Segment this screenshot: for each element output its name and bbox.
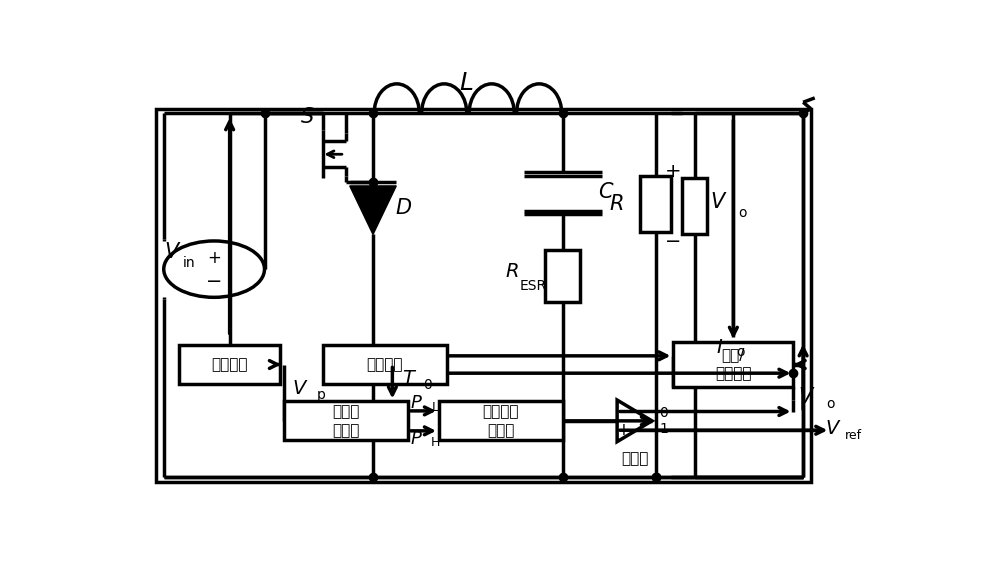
Text: 预测模块: 预测模块	[366, 357, 403, 372]
Text: T: T	[402, 369, 414, 388]
Bar	[545, 249, 580, 302]
Text: V: V	[293, 379, 306, 398]
Text: V: V	[164, 242, 179, 262]
Bar	[323, 345, 447, 384]
Text: P: P	[410, 394, 421, 412]
Text: in: in	[183, 256, 196, 270]
Text: +: +	[207, 249, 221, 267]
Text: I: I	[717, 338, 723, 357]
Bar	[439, 401, 563, 440]
Text: 比较器: 比较器	[621, 452, 648, 467]
Text: −: −	[206, 272, 222, 291]
Text: −: −	[665, 233, 681, 251]
Bar	[682, 178, 707, 234]
Text: 调制器: 调制器	[332, 423, 360, 438]
Text: 0: 0	[423, 378, 432, 392]
Polygon shape	[617, 400, 652, 442]
Text: +: +	[665, 162, 681, 181]
Text: D: D	[396, 198, 412, 218]
Text: 占空比: 占空比	[332, 404, 360, 419]
Text: 产生器: 产生器	[487, 423, 515, 438]
Text: C: C	[598, 181, 613, 202]
Bar	[284, 401, 408, 440]
Text: V: V	[711, 192, 725, 212]
Text: S: S	[300, 108, 314, 127]
Text: o: o	[826, 396, 835, 410]
Bar	[640, 176, 671, 233]
Bar	[179, 345, 280, 384]
Text: o: o	[736, 345, 745, 359]
Text: 驱动电路: 驱动电路	[211, 357, 248, 372]
Text: H: H	[430, 436, 440, 449]
Text: L: L	[432, 401, 438, 414]
Text: 采样/: 采样/	[722, 347, 745, 363]
Text: R: R	[506, 262, 519, 281]
Text: L: L	[459, 71, 473, 95]
Text: 1: 1	[659, 422, 668, 436]
Text: o: o	[738, 206, 747, 220]
Text: R: R	[610, 194, 624, 214]
Text: −: −	[616, 403, 631, 421]
Text: 保持电路: 保持电路	[715, 367, 752, 382]
Text: P: P	[410, 430, 421, 448]
Text: ref: ref	[845, 429, 862, 442]
Polygon shape	[350, 186, 396, 234]
Text: V: V	[825, 418, 838, 437]
Text: 0: 0	[659, 405, 668, 419]
Text: +: +	[616, 421, 630, 439]
Text: V: V	[798, 387, 812, 407]
Text: ESR: ESR	[520, 279, 547, 293]
Text: p: p	[317, 388, 326, 402]
Bar	[156, 109, 811, 481]
Text: 脉冲信号: 脉冲信号	[483, 404, 519, 419]
Bar	[673, 342, 793, 387]
